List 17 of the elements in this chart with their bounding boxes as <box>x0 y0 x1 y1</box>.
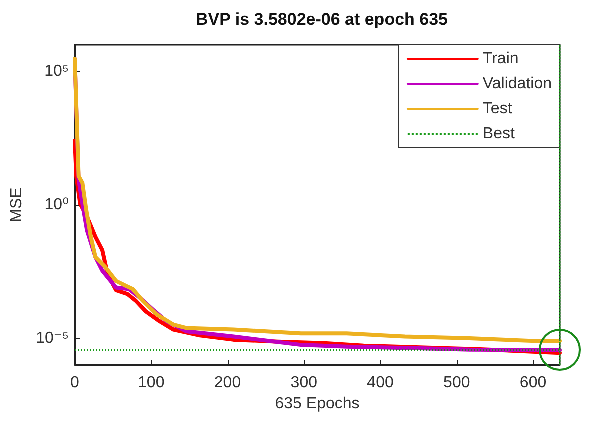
x-tick-label: 400 <box>367 374 394 392</box>
x-tick-label: 0 <box>70 374 80 392</box>
legend-label: Test <box>482 100 513 118</box>
x-tick-label: 600 <box>520 374 547 392</box>
y-tick-label: 10⁻⁵ <box>36 330 69 347</box>
chart-title: BVP is 3.5802e-06 at epoch 635 <box>196 10 448 29</box>
x-tick-label: 200 <box>214 374 242 392</box>
x-tick-label: 300 <box>290 374 318 392</box>
x-axis-title: 635 Epochs <box>275 395 360 412</box>
y-axis-title: MSE <box>8 188 26 222</box>
ref-line-label: Best <box>482 126 516 142</box>
y-tick-label: 10⁵ <box>44 63 69 80</box>
x-tick-label: 100 <box>138 374 165 392</box>
legend-label: Train <box>482 50 519 68</box>
legend-label: Validation <box>482 76 552 92</box>
x-tick-label: 500 <box>444 374 470 392</box>
y-tick-label: 10⁰ <box>44 196 69 214</box>
